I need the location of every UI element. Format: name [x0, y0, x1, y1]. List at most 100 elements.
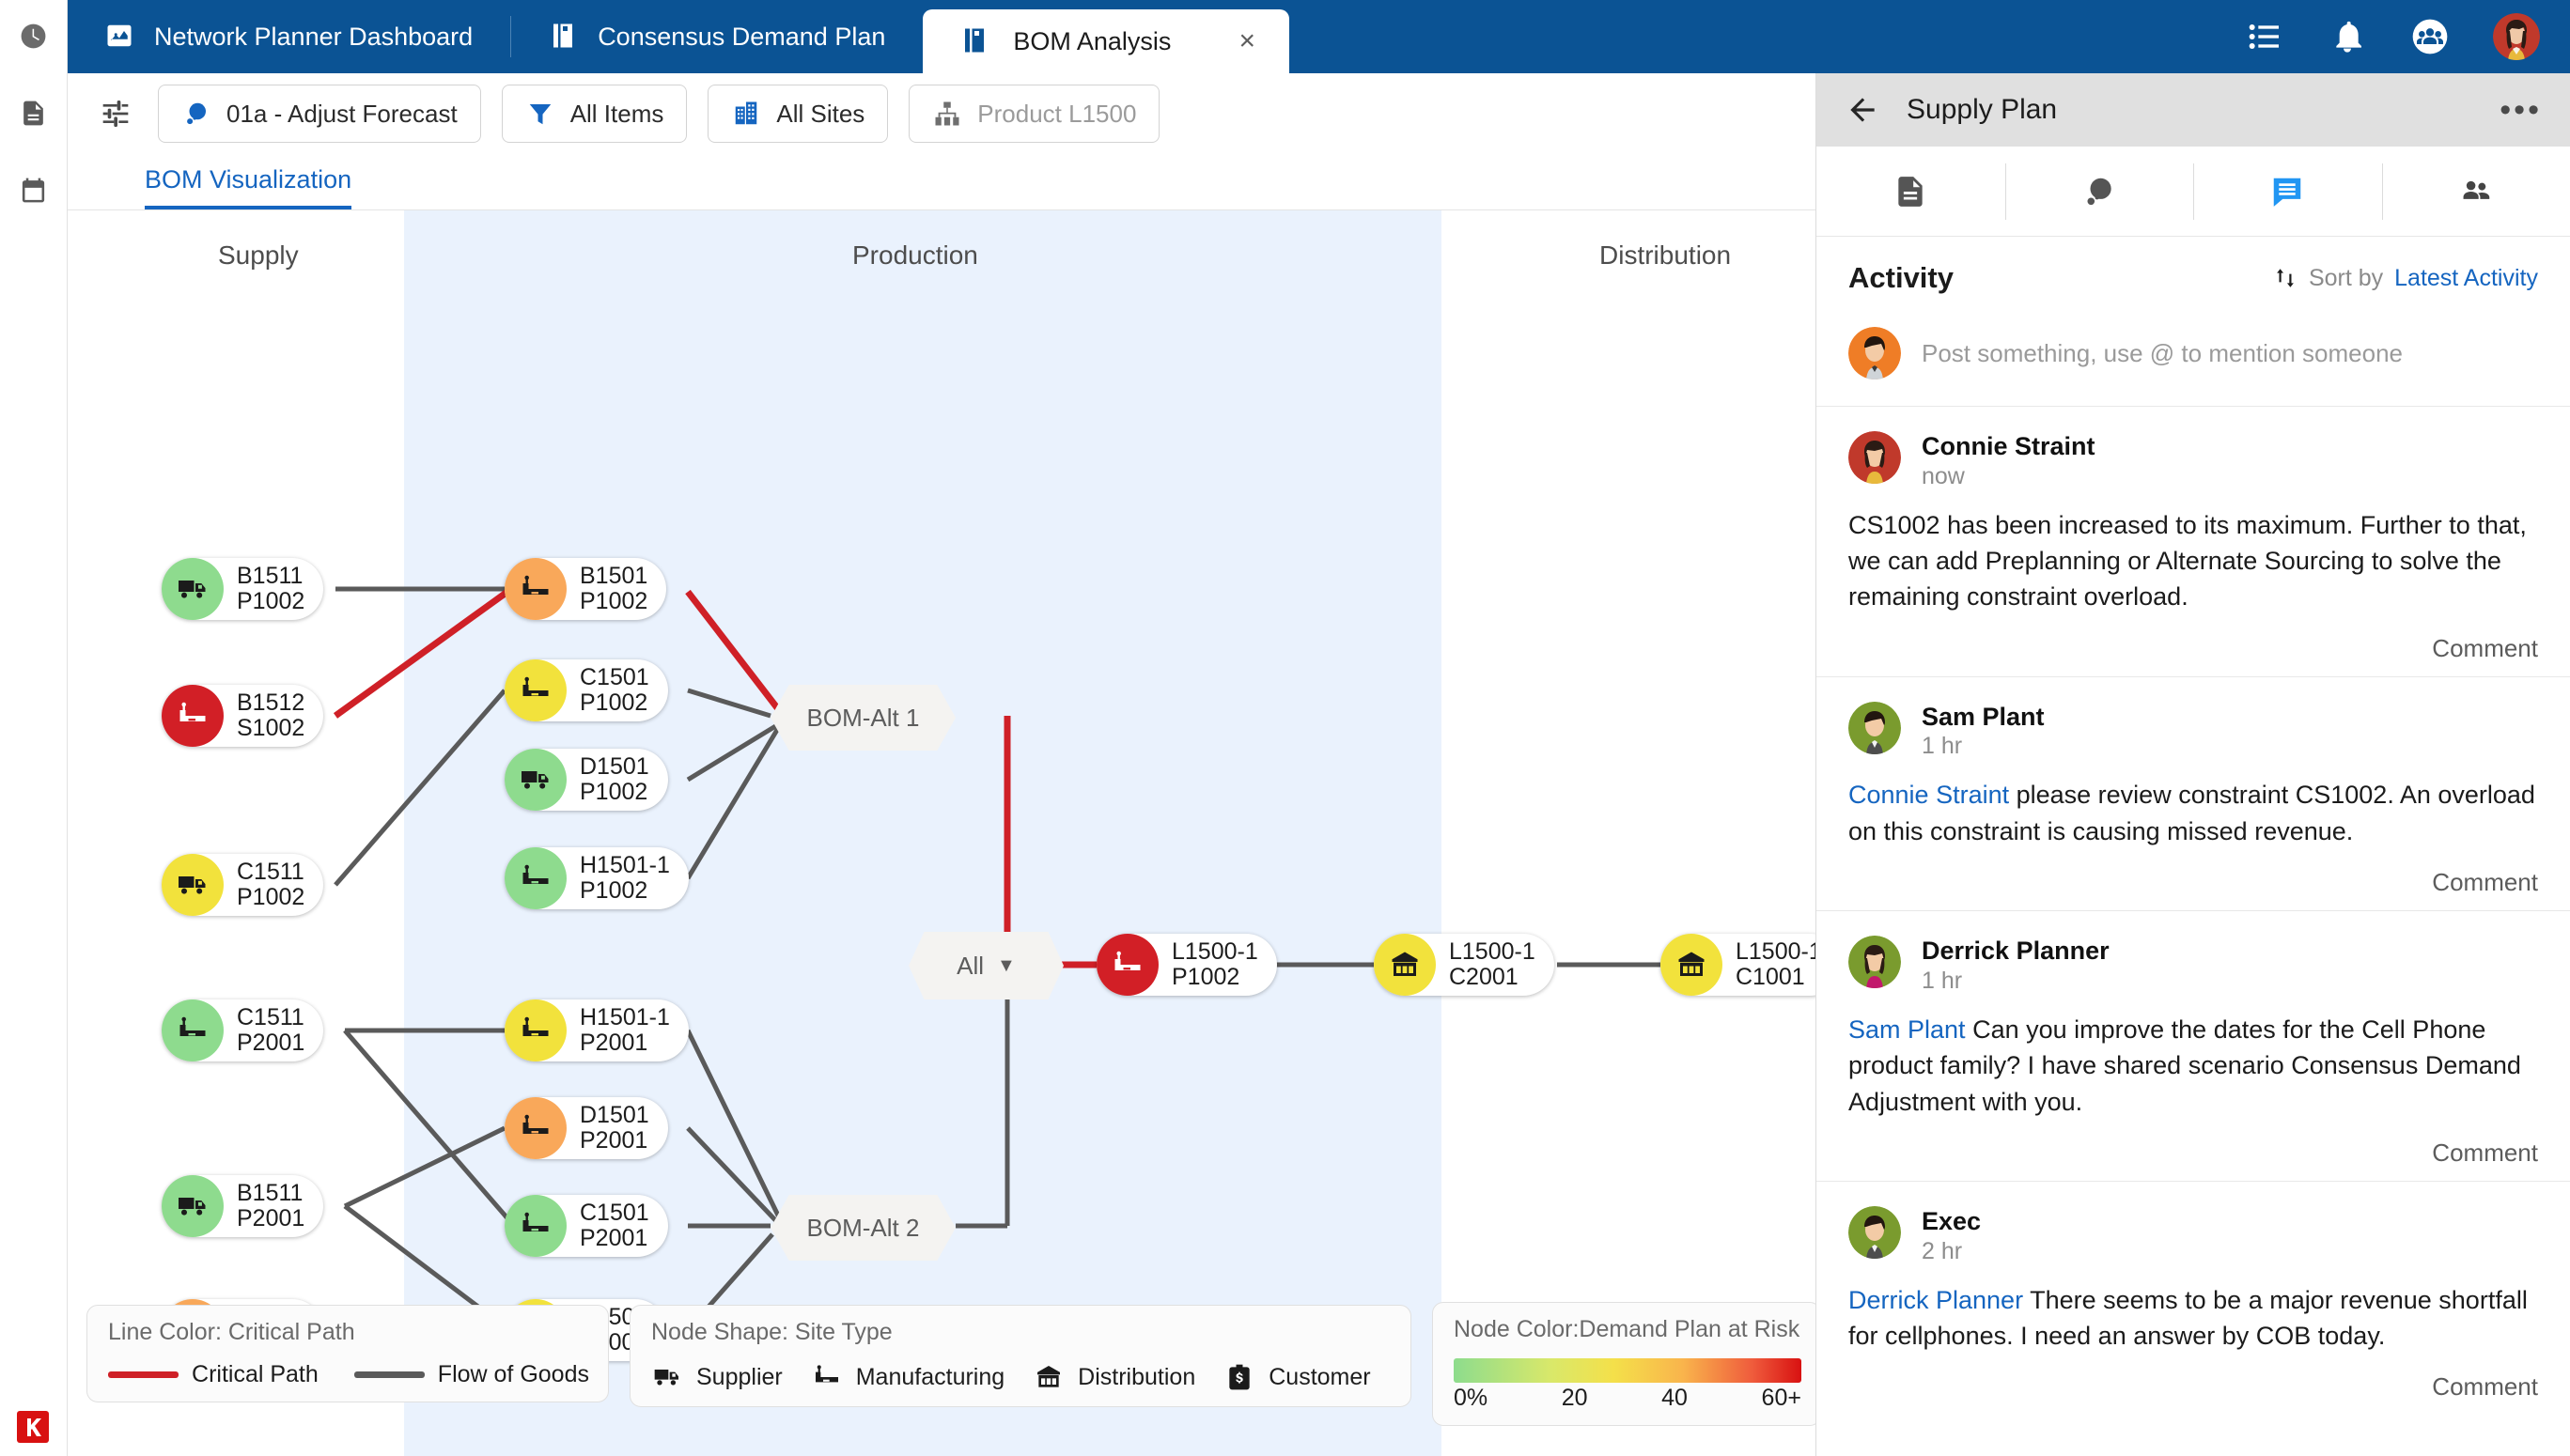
tab-consensus-demand-plan[interactable]: Consensus Demand Plan	[511, 0, 923, 73]
tick-label: 20	[1561, 1385, 1588, 1411]
document-icon	[1898, 176, 1923, 207]
post-author: Sam Plant	[1922, 702, 2045, 731]
post-time: 1 hr	[1922, 967, 1963, 994]
bom-node-site: P2001	[237, 1205, 305, 1231]
bom-node-label: D1501 P1002	[580, 754, 649, 805]
legend-title: Line Color: Critical Path	[108, 1319, 355, 1345]
close-icon[interactable]: ×	[1238, 25, 1255, 56]
bom-node[interactable]: D1501 P2001	[505, 1097, 668, 1159]
bom-node-site: C2001	[1449, 964, 1519, 990]
chevron-down-icon[interactable]: ▼	[997, 954, 1016, 976]
post-mention[interactable]: Connie Straint	[1848, 781, 2010, 810]
bell-icon[interactable]	[2328, 17, 2367, 56]
sort-control[interactable]: Sort by Latest Activity	[2273, 263, 2538, 293]
bom-node[interactable]: H1501-1 P1002	[505, 847, 689, 909]
comment-button[interactable]: Comment	[2432, 1372, 2538, 1402]
post-meta: Sam Plant 1 hr	[1922, 702, 2045, 761]
hexnode-label: BOM-Alt 2	[806, 1213, 920, 1242]
avatar[interactable]	[2493, 13, 2540, 60]
legend-label: Distribution	[1078, 1363, 1196, 1390]
bom-node[interactable]: C1501 P2001	[505, 1195, 668, 1257]
post-mention[interactable]: Sam Plant	[1848, 1015, 1966, 1044]
bom-node[interactable]: C1501 P1002	[505, 659, 668, 721]
document-icon[interactable]	[15, 94, 53, 132]
chip-scenario[interactable]: 01a - Adjust Forecast	[158, 85, 481, 143]
chip-sites[interactable]: All Sites	[708, 85, 889, 143]
panel-tab-details[interactable]	[1816, 147, 2005, 237]
bom-node-site: P1002	[237, 588, 305, 614]
sort-value[interactable]: Latest Activity	[2394, 264, 2538, 291]
bom-node[interactable]: C1511 P2001	[162, 999, 324, 1061]
truck-icon	[162, 558, 224, 620]
factory-icon	[1097, 934, 1159, 996]
book-icon	[549, 22, 577, 52]
bom-node[interactable]: L1500-1 C1001	[1660, 934, 1815, 996]
bom-alt-1-node[interactable]: BOM-Alt 1	[771, 685, 956, 751]
post-input-placeholder[interactable]: Post something, use @ to mention someone	[1922, 338, 2404, 367]
factory-icon	[505, 847, 567, 909]
clock-icon[interactable]	[15, 17, 53, 54]
risk-gradient-bar	[1454, 1358, 1801, 1383]
bom-node[interactable]: L1500-1 P1002	[1097, 934, 1277, 996]
column-header-supply: Supply	[218, 240, 299, 270]
bom-node[interactable]: C1511 P1002	[162, 854, 324, 916]
tab-network-planner-dashboard[interactable]: Network Planner Dashboard	[68, 0, 510, 73]
panel-tab-people[interactable]	[2381, 147, 2570, 237]
chip-product[interactable]: Product L1500	[909, 85, 1160, 143]
legend-label: Customer	[1269, 1363, 1371, 1390]
calendar-icon[interactable]	[15, 171, 53, 209]
post-author: Connie Straint	[1922, 432, 2095, 460]
flow-of-goods-swatch	[353, 1371, 425, 1378]
subtab-bom-visualization[interactable]: BOM Visualization	[145, 165, 352, 209]
bom-node[interactable]: B1501 P1002	[505, 558, 667, 620]
sliders-icon[interactable]	[94, 92, 137, 135]
comment-button[interactable]: Comment	[2432, 1138, 2538, 1167]
bom-node-site: P2001	[580, 1030, 648, 1056]
bom-node[interactable]: H1501-1 P2001	[505, 999, 689, 1061]
bom-node[interactable]: B1511 P2001	[162, 1175, 324, 1237]
bom-node[interactable]: D1501 P1002	[505, 749, 668, 811]
tick-label: 40	[1661, 1385, 1688, 1411]
bom-node-code: C1511	[237, 1004, 304, 1030]
bom-node[interactable]: B1511 P1002	[162, 558, 324, 620]
tab-bom-analysis[interactable]: BOM Analysis ×	[923, 9, 1289, 73]
tab-label: Consensus Demand Plan	[598, 22, 886, 51]
bom-node-code: D1501	[580, 753, 649, 780]
supply-plan-panel: Supply Plan ••• Activity Sort by Latest …	[1815, 73, 2570, 1456]
truck-icon	[651, 1361, 683, 1393]
hexnode-label: All	[957, 951, 985, 980]
comment-button[interactable]: Comment	[2432, 633, 2538, 662]
bom-node[interactable]: L1500-1 C2001	[1374, 934, 1554, 996]
legend-label: Flow of Goods	[437, 1361, 589, 1387]
chip-items[interactable]: All Items	[501, 85, 688, 143]
post-composer[interactable]: Post something, use @ to mention someone	[1816, 314, 2570, 406]
more-options-icon[interactable]: •••	[2500, 91, 2542, 128]
bom-node-code: L1500-1	[1172, 938, 1258, 965]
bom-visualization-canvas: Supply Production Distribution	[68, 210, 1815, 1456]
list-icon[interactable]	[2245, 17, 2284, 56]
panel-tab-scenario[interactable]	[2004, 147, 2194, 237]
legend-title: Node Color:Demand Plan at Risk	[1454, 1316, 1800, 1342]
factory-icon	[162, 999, 224, 1061]
post-mention[interactable]: Derrick Planner	[1848, 1285, 2024, 1314]
back-arrow-icon[interactable]	[1845, 92, 1880, 128]
bom-node-code: C1501	[580, 1200, 649, 1226]
factory-icon	[505, 1097, 567, 1159]
all-selector-node[interactable]: All ▼	[909, 932, 1064, 999]
bom-node[interactable]: B1512 S1002	[162, 685, 324, 747]
avatar	[1848, 431, 1901, 484]
comment-button[interactable]: Comment	[2432, 868, 2538, 897]
bom-node-site: P2001	[580, 1127, 648, 1154]
people-icon[interactable]	[2410, 17, 2450, 56]
bom-alt-2-node[interactable]: BOM-Alt 2	[771, 1195, 956, 1261]
post-meta: Exec 2 hr	[1922, 1206, 1981, 1265]
legend-items: Critical Path Flow of Goods	[108, 1361, 589, 1388]
chart-icon	[105, 22, 133, 52]
bom-node-code: H1501-1	[580, 852, 670, 878]
panel-tab-activity[interactable]	[2193, 147, 2382, 237]
customer-icon	[1223, 1361, 1255, 1393]
factory-icon	[162, 685, 224, 747]
warehouse-icon	[1374, 934, 1436, 996]
factory-icon	[505, 1195, 567, 1257]
tab-divider	[510, 16, 512, 57]
